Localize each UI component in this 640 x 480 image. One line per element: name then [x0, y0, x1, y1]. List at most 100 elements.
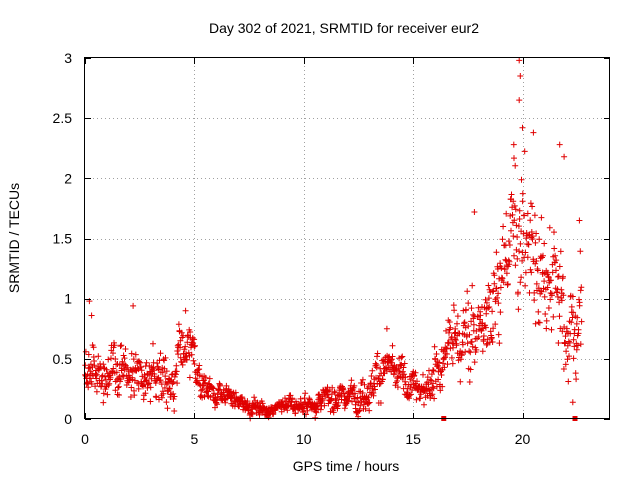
data-point	[568, 319, 575, 326]
data-point	[511, 252, 517, 259]
data-point	[148, 375, 155, 382]
data-point	[492, 321, 499, 328]
data-point	[575, 330, 582, 337]
y-tick-labels: 0 0.5 1 1.5 2 2.5 3	[53, 50, 73, 427]
data-point	[566, 339, 573, 346]
data-point	[519, 190, 526, 197]
data-point	[116, 392, 122, 398]
data-point	[561, 153, 568, 160]
data-point	[516, 216, 523, 222]
data-point	[425, 381, 432, 388]
data-point	[516, 248, 523, 255]
data-point	[565, 378, 572, 385]
data-point	[100, 399, 107, 406]
data-point	[557, 248, 564, 255]
data-point	[163, 368, 170, 375]
data-point	[486, 304, 493, 310]
data-point	[454, 320, 460, 327]
data-point	[466, 331, 473, 338]
data-point	[516, 207, 523, 214]
data-point	[495, 300, 502, 307]
data-point	[503, 210, 510, 217]
data-point	[160, 390, 167, 397]
data-point	[499, 275, 506, 282]
data-point	[88, 381, 95, 387]
data-point	[131, 392, 138, 399]
data-point	[493, 249, 500, 256]
data-point	[519, 124, 526, 131]
data-point	[517, 240, 524, 247]
data-point	[541, 293, 548, 300]
data-point	[329, 384, 336, 391]
data-point	[259, 400, 266, 407]
data-point	[212, 404, 218, 411]
data-point	[105, 382, 112, 389]
data-point	[196, 362, 203, 369]
data-point	[192, 342, 198, 349]
data-point	[121, 355, 128, 362]
data-point	[170, 379, 177, 385]
data-point	[553, 267, 559, 274]
data-point	[545, 305, 552, 311]
data-point	[85, 384, 92, 391]
data-point	[396, 369, 403, 376]
data-point	[439, 383, 446, 390]
data-point	[204, 392, 211, 399]
data-point	[491, 280, 498, 287]
data-point	[357, 402, 364, 409]
data-point	[135, 385, 142, 392]
data-point	[183, 356, 190, 363]
data-point	[465, 323, 472, 330]
data-point	[312, 414, 319, 421]
data-point	[162, 373, 169, 380]
data-point	[485, 295, 492, 302]
data-point	[188, 351, 195, 358]
data-point	[529, 233, 536, 240]
data-point	[289, 395, 296, 402]
data-point	[515, 289, 521, 296]
data-point	[430, 385, 437, 392]
data-point	[249, 411, 256, 418]
data-point	[129, 376, 136, 383]
data-point	[568, 303, 575, 310]
data-point	[373, 364, 380, 371]
data-point	[578, 318, 585, 325]
data-point	[566, 353, 572, 360]
data-point	[532, 260, 539, 267]
data-point	[429, 391, 436, 398]
data-point	[115, 384, 121, 391]
data-point	[341, 405, 348, 412]
data-point	[553, 257, 560, 264]
data-point	[551, 229, 557, 236]
data-point	[379, 376, 386, 383]
data-point	[163, 399, 170, 406]
data-point	[503, 270, 510, 277]
data-point	[428, 371, 435, 378]
data-point	[194, 377, 201, 384]
data-point	[527, 200, 534, 207]
data-point	[510, 233, 517, 240]
data-point	[82, 348, 89, 355]
data-point	[171, 408, 178, 414]
data-point	[251, 394, 258, 401]
data-point	[531, 212, 538, 219]
data-point	[162, 354, 169, 361]
data-point	[177, 337, 184, 344]
y-tick-label: 3	[64, 50, 72, 66]
data-point	[366, 399, 373, 406]
data-point	[506, 242, 513, 248]
data-point	[466, 348, 473, 355]
data-point	[130, 302, 137, 309]
data-point	[490, 325, 497, 332]
data-point	[572, 370, 579, 377]
data-point	[541, 278, 548, 285]
data-point	[548, 292, 555, 299]
data-point	[369, 367, 376, 374]
data-point	[351, 390, 358, 397]
data-point	[196, 381, 203, 388]
data-point	[525, 241, 532, 248]
data-point	[451, 336, 458, 343]
data-point	[144, 381, 151, 388]
data-point	[398, 354, 405, 361]
data-point	[108, 355, 114, 362]
